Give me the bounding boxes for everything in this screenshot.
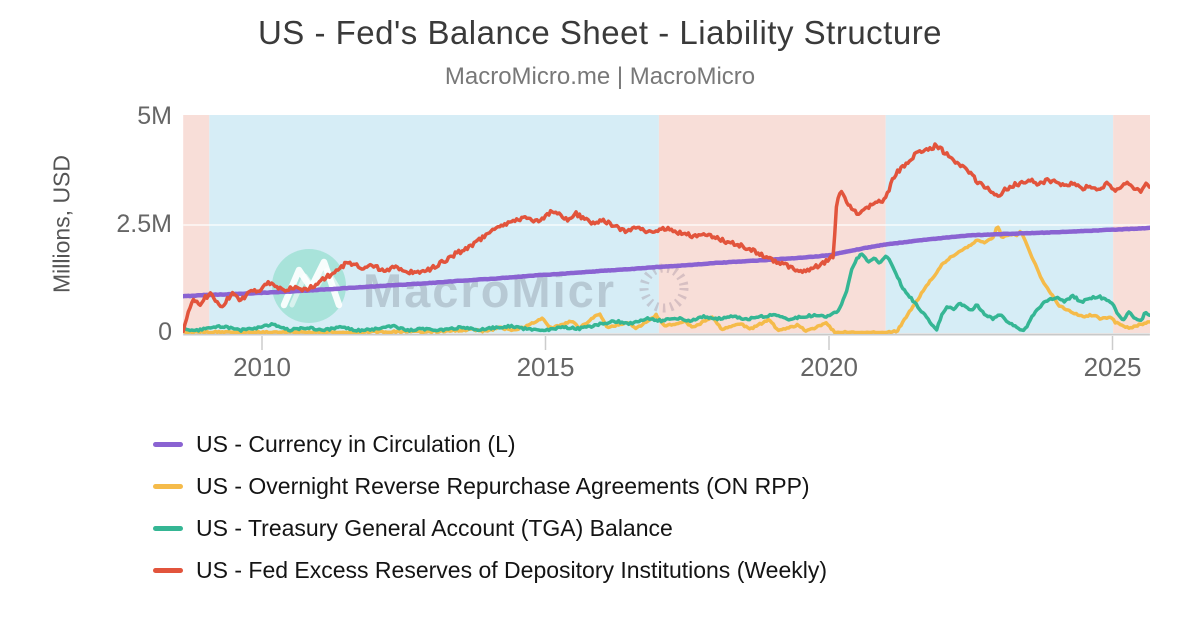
legend-item-2[interactable]: US - Treasury General Account (TGA) Bala… — [153, 507, 827, 549]
legend-item-1[interactable]: US - Overnight Reverse Repurchase Agreem… — [153, 465, 827, 507]
legend-marker-icon — [153, 567, 183, 573]
legend-label: US - Treasury General Account (TGA) Bala… — [196, 514, 673, 541]
series-lines — [183, 142, 1150, 334]
legend-label: US - Fed Excess Reserves of Depository I… — [196, 556, 828, 583]
series-line-2 — [183, 252, 1150, 333]
x-tick-label-2020: 2020 — [800, 352, 858, 382]
series-line-3 — [183, 142, 1150, 334]
legend-marker-icon — [153, 441, 183, 447]
x-tick-label-2010: 2010 — [233, 352, 291, 382]
x-tick-label-2025: 2025 — [1083, 352, 1142, 382]
series-line-0 — [183, 225, 1150, 299]
y-tick-label-5M: 5M — [137, 102, 172, 130]
legend-label: US - Overnight Reverse Repurchase Agreem… — [196, 472, 810, 499]
legend-marker-icon — [153, 483, 183, 489]
chart-subtitle: MacroMicro.me | MacroMicro — [444, 63, 756, 90]
legend-marker-icon — [153, 525, 183, 531]
band-pink — [1113, 115, 1150, 333]
x-axis-line-and-ticks — [183, 333, 1150, 350]
series-line-1 — [183, 225, 1150, 334]
page-title: US - Fed's Balance Sheet - Liability Str… — [257, 14, 943, 51]
chart-legend: US - Currency in Circulation (L) US - Ove… — [153, 423, 827, 591]
watermark-dotted-o-icon — [639, 263, 689, 313]
legend-label: US - Currency in Circulation (L) — [196, 430, 516, 457]
legend-item-0[interactable]: US - Currency in Circulation (L) — [153, 423, 827, 465]
y-tick-label-0: 0 — [158, 318, 172, 346]
band-pink — [658, 115, 886, 333]
y-tick-label-2.5M: 2.5M — [116, 210, 172, 238]
x-tick-label-2015: 2015 — [516, 352, 575, 382]
legend-item-3[interactable]: US - Fed Excess Reserves of Depository I… — [153, 549, 827, 591]
